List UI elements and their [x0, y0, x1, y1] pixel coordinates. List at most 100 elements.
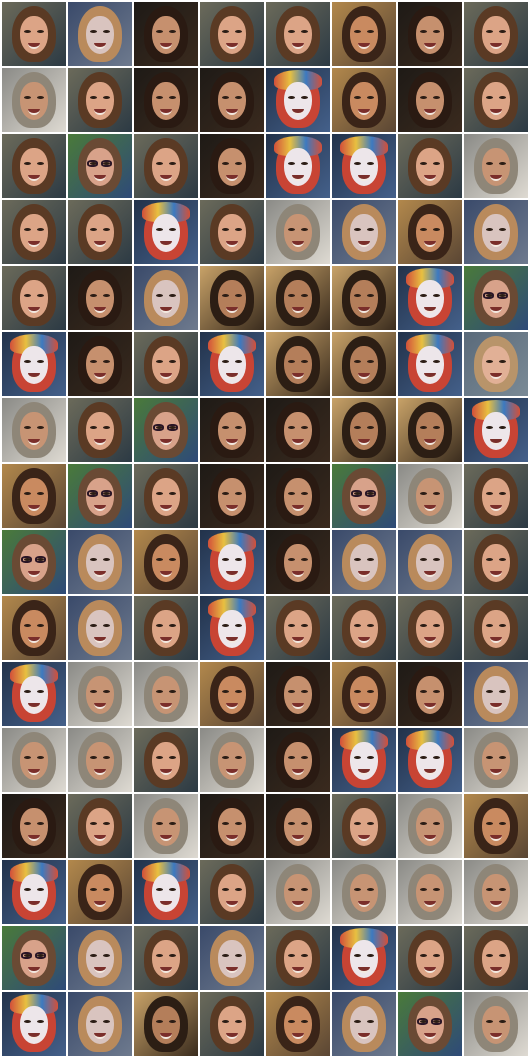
face-tile-gray-hair-person: [266, 860, 330, 924]
face-tile-tan-woman: [332, 68, 396, 132]
face-tile-man-dark-hair: [266, 464, 330, 528]
face-tile-masked-face: [332, 992, 396, 1056]
face-tile-gray-hair-person: [332, 860, 396, 924]
face-tile-pale-face-colorful-scarf: [398, 728, 462, 792]
face-tile-woman-glasses: [2, 530, 66, 594]
face-tile-woman-glasses: [398, 992, 462, 1056]
face-tile-gray-hair-person: [2, 68, 66, 132]
face-tile-tan-woman: [266, 992, 330, 1056]
face-tile-brunette-woman: [200, 992, 264, 1056]
face-tile-man-dark-hair: [2, 794, 66, 858]
face-tile-tan-woman: [398, 200, 462, 264]
face-tile-brunette-woman: [134, 464, 198, 528]
face-tile-pale-face-colorful-scarf: [332, 134, 396, 198]
face-tile-man-dark-hair: [266, 530, 330, 594]
face-tile-blonde-woman: [464, 332, 528, 396]
face-tile-gray-hair-person: [398, 794, 462, 858]
face-tile-man-dark-hair: [200, 398, 264, 462]
face-tile-man-dark-hair: [200, 794, 264, 858]
face-tile-pale-face-colorful-scarf: [2, 332, 66, 396]
face-tile-woman-glasses: [68, 134, 132, 198]
face-tile-man-dark-hair: [200, 464, 264, 528]
face-tile-tan-man: [398, 398, 462, 462]
face-tile-pale-face-colorful-scarf: [2, 860, 66, 924]
face-tile-masked-face: [200, 926, 264, 990]
face-tile-woman-glasses: [68, 464, 132, 528]
face-tile-tan-woman: [332, 2, 396, 66]
face-tile-pale-face-colorful-scarf: [398, 332, 462, 396]
face-tile-tan-man: [332, 332, 396, 396]
face-tile-gray-hair-person: [2, 398, 66, 462]
face-tile-brunette-woman: [464, 68, 528, 132]
face-tile-brunette-woman: [464, 926, 528, 990]
face-tile-man-dark-hair: [266, 794, 330, 858]
face-tile-brunette-woman: [68, 398, 132, 462]
face-tile-brunette-woman: [464, 464, 528, 528]
face-tile-tan-man: [332, 266, 396, 330]
face-tile-man-dark-hair: [266, 662, 330, 726]
face-tile-tan-woman: [2, 596, 66, 660]
face-tile-masked-face: [332, 200, 396, 264]
face-tile-brunette-woman: [134, 728, 198, 792]
face-tile-tan-man: [266, 266, 330, 330]
face-tile-pale-face-colorful-scarf: [200, 332, 264, 396]
face-tile-gray-hair-person: [398, 464, 462, 528]
face-tile-brunette-woman: [332, 596, 396, 660]
face-tile-tan-woman: [68, 860, 132, 924]
face-tile-pale-face-colorful-scarf: [398, 266, 462, 330]
face-tile-brunette-woman: [398, 596, 462, 660]
face-tile-gray-hair-person: [464, 860, 528, 924]
face-tile-man-dark-hair: [398, 662, 462, 726]
face-tile-brunette-woman: [266, 926, 330, 990]
face-tile-man-dark-hair: [266, 728, 330, 792]
face-tile-tan-woman: [200, 662, 264, 726]
face-tile-gray-hair-person: [464, 134, 528, 198]
face-tile-tan-woman: [2, 464, 66, 528]
face-tile-woman-glasses: [332, 464, 396, 528]
face-tile-tan-woman: [332, 662, 396, 726]
face-tile-brunette-woman: [200, 860, 264, 924]
face-tile-man-dark-hair: [200, 68, 264, 132]
face-tile-gray-hair-person: [134, 794, 198, 858]
face-tile-brunette-woman: [464, 530, 528, 594]
face-tile-woman-glasses: [2, 926, 66, 990]
face-tile-tan-man: [134, 992, 198, 1056]
face-tile-masked-face: [68, 530, 132, 594]
face-tile-masked-face: [68, 926, 132, 990]
face-tile-brunette-woman: [464, 596, 528, 660]
face-tile-gray-hair-person: [464, 728, 528, 792]
face-tile-tan-man: [200, 266, 264, 330]
face-tile-masked-face: [332, 530, 396, 594]
face-tile-brunette-woman: [2, 2, 66, 66]
face-tile-brunette-woman: [68, 794, 132, 858]
face-tile-tan-man: [332, 398, 396, 462]
face-tile-tan-woman: [464, 794, 528, 858]
face-tile-masked-face: [464, 200, 528, 264]
face-tile-tan-woman: [134, 530, 198, 594]
face-tile-brunette-woman: [200, 2, 264, 66]
face-tile-pale-face-colorful-scarf: [134, 200, 198, 264]
face-tile-brunette-woman: [2, 266, 66, 330]
face-tile-gray-hair-person: [464, 992, 528, 1056]
face-tile-gray-hair-person: [134, 662, 198, 726]
face-tile-man-dark-hair: [398, 2, 462, 66]
face-tile-pale-face-colorful-scarf: [464, 398, 528, 462]
face-tile-tan-man: [266, 332, 330, 396]
face-tile-masked-face: [398, 530, 462, 594]
face-tile-gray-hair-person: [266, 200, 330, 264]
face-tile-brunette-woman: [200, 200, 264, 264]
face-tile-pale-face-colorful-scarf: [2, 662, 66, 726]
face-tile-pale-face-colorful-scarf: [2, 992, 66, 1056]
face-tile-man-dark-hair: [398, 68, 462, 132]
face-tile-man-dark-hair: [68, 332, 132, 396]
face-tile-brunette-woman: [134, 134, 198, 198]
face-tile-brunette-woman: [134, 332, 198, 396]
face-tile-brunette-woman: [332, 794, 396, 858]
face-tile-man-dark-hair: [134, 68, 198, 132]
face-tile-brunette-woman: [2, 134, 66, 198]
face-tile-masked-face: [134, 266, 198, 330]
face-tile-brunette-woman: [266, 596, 330, 660]
face-tile-pale-face-colorful-scarf: [332, 926, 396, 990]
face-tile-brunette-woman: [2, 200, 66, 264]
face-tile-man-dark-hair: [68, 266, 132, 330]
